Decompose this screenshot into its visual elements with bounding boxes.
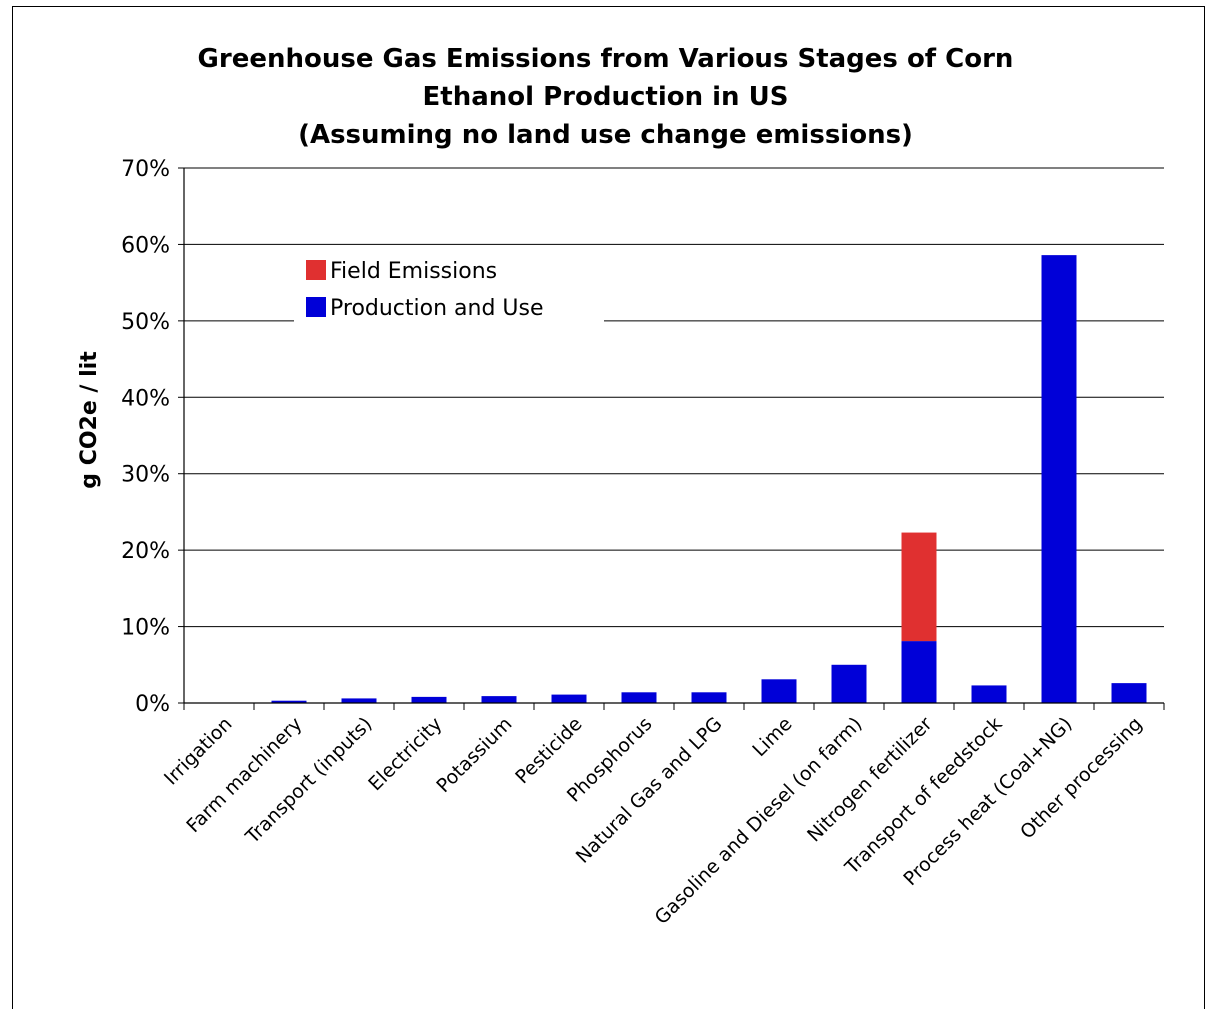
x-category-label: Nitrogen fertilizer: [803, 713, 937, 847]
legend-label: Field Emissions: [330, 259, 497, 284]
bars: [271, 255, 1147, 703]
y-tick-label: 0%: [135, 692, 170, 717]
legend-swatch: [306, 260, 326, 280]
bar: [481, 696, 517, 703]
axes: [183, 168, 1165, 710]
x-category-label: Natural Gas and LPG: [572, 713, 727, 868]
bar: [971, 685, 1007, 703]
bar: [341, 698, 377, 703]
y-tick-labels: 0% 10% 20% 30% 40% 50% 60% 70%: [121, 157, 184, 717]
bar: [621, 692, 657, 703]
chart-title: Greenhouse Gas Emissions from Various St…: [0, 40, 1211, 154]
gridlines: [184, 167, 1164, 628]
chart-frame: [12, 6, 1205, 1009]
bar: [551, 694, 587, 703]
y-axis-title: g CO2e / lit: [77, 351, 102, 489]
bar: [411, 696, 447, 703]
bar: [1041, 255, 1077, 703]
y-tick-label: 10%: [121, 616, 170, 641]
bar: [831, 664, 867, 703]
legend-label: Production and Use: [330, 296, 544, 321]
bar: [1111, 683, 1147, 703]
x-category-label: Other processing: [1016, 713, 1146, 843]
y-tick-label: 20%: [121, 539, 170, 564]
x-category-label: Potassium: [432, 713, 516, 797]
x-category-label: Lime: [748, 713, 796, 761]
y-tick-label: 70%: [121, 157, 170, 182]
chart-title-line-1: Greenhouse Gas Emissions from Various St…: [197, 44, 1014, 74]
y-tick-label: 60%: [121, 233, 170, 258]
bar: [691, 692, 727, 703]
bar: [901, 641, 937, 703]
y-tick-label: 40%: [121, 386, 170, 411]
x-category-label: Transport (inputs): [241, 713, 377, 849]
legend-swatch: [306, 297, 326, 317]
bar: [901, 532, 937, 642]
y-tick-label: 30%: [121, 463, 170, 488]
chart-title-line-2: Ethanol Production in US: [422, 82, 789, 112]
legend-background: [294, 252, 604, 330]
bar: [761, 679, 797, 703]
chart-title-line-3: (Assuming no land use change emissions): [298, 120, 913, 150]
legend: Field Emissions Production and Use: [294, 252, 604, 330]
y-tick-label: 50%: [121, 310, 170, 335]
bar: [271, 700, 307, 703]
x-category-label: Pesticide: [511, 713, 586, 788]
